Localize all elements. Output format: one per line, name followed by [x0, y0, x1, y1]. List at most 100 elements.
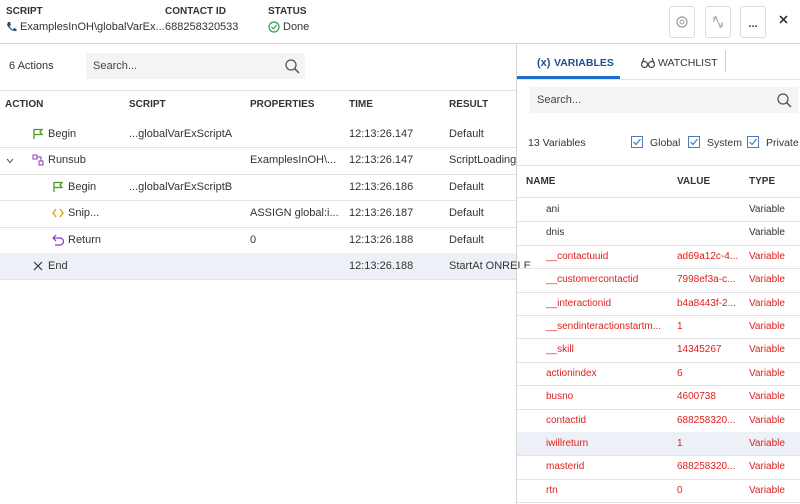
variable-type: Variable: [749, 250, 785, 262]
result: Default: [449, 128, 484, 140]
column-header: NAME: [526, 176, 556, 187]
more-button[interactable]: ...: [740, 6, 766, 38]
row-divider: [517, 361, 800, 363]
icon[interactable]: [631, 136, 643, 151]
row-divider: [517, 244, 800, 246]
placeholder: Search...: [537, 94, 582, 106]
placeholder: Search...: [93, 60, 138, 72]
variable-value: 4600738: [677, 391, 716, 403]
row-divider: [517, 315, 800, 316]
label: SCRIPT: [6, 6, 43, 17]
divider: [517, 197, 800, 198]
script: ...globalVarExScriptB: [129, 180, 233, 193]
variable-type: Variable: [749, 274, 785, 286]
column-header: VALUE: [677, 176, 711, 187]
variable-value: b4a8443f-2...: [677, 297, 736, 309]
time: 12:13:26.147: [349, 128, 414, 140]
column-header: SCRIPT: [129, 99, 166, 110]
variable-value: 688258320...: [677, 414, 736, 426]
divider: [0, 90, 516, 91]
variable-name: dnis: [546, 227, 565, 239]
row-divider: [517, 502, 800, 504]
variable-type: Variable: [749, 461, 785, 473]
divider: [517, 79, 800, 80]
close-button[interactable]: [777, 13, 791, 27]
label: STATUS: [268, 6, 307, 17]
row-divider: [517, 221, 800, 223]
row-divider: [517, 291, 800, 293]
variable-name: ani: [546, 204, 560, 215]
settings-button[interactable]: [669, 6, 695, 38]
icon: [6, 156, 14, 168]
variable-name: actionindex: [546, 367, 597, 379]
tab-icon[interactable]: (x): [537, 57, 551, 69]
search-box[interactable]: Search...: [86, 53, 305, 79]
variable-name: __skill: [546, 344, 574, 356]
script-value: ExamplesInOH\globalVarEx...: [20, 21, 165, 33]
column-header: RESULT: [449, 99, 489, 110]
variable-type: Variable: [749, 367, 785, 379]
column-header: PROPERTIES: [250, 99, 315, 110]
icon: [32, 128, 44, 143]
variable-name: __interactionid: [546, 297, 612, 309]
variable-value: 688258320...: [677, 461, 736, 473]
variable-name: __customercontactid: [546, 274, 639, 286]
properties: ASSIGN global:i...: [250, 207, 339, 220]
icon: [52, 207, 64, 222]
action-name: Begin: [48, 128, 77, 140]
icon: [32, 154, 44, 169]
result: ScriptLoading: [449, 154, 517, 167]
variable-name: __contactuuid: [546, 250, 609, 262]
column-header: TIME: [349, 99, 373, 110]
row-divider: [517, 385, 800, 387]
variable-name: busno: [546, 391, 574, 403]
variable-type: Variable: [749, 391, 785, 403]
disconnect-button[interactable]: [705, 6, 731, 38]
row-divider: [0, 279, 516, 281]
result: Default: [449, 180, 484, 193]
variable-name: contactid: [546, 414, 587, 426]
variable-type: Variable: [749, 227, 785, 239]
row-divider: [0, 147, 516, 149]
row-divider: [0, 200, 516, 202]
time: 12:13:26.188: [349, 233, 414, 246]
variable-name: masterid: [546, 461, 585, 473]
selected-row: [0, 253, 516, 280]
row-divider: [517, 408, 800, 410]
action-name: Begin: [68, 180, 97, 193]
action-name: End: [48, 260, 68, 272]
column-header: TYPE: [749, 176, 776, 187]
properties: 0: [250, 233, 257, 246]
done-icon: [268, 21, 280, 33]
column-header: ACTION: [5, 99, 44, 110]
icon[interactable]: [747, 136, 759, 151]
tab[interactable]: WATCHLIST: [658, 57, 718, 69]
variable-type: Variable: [749, 484, 785, 496]
row-divider: [0, 226, 516, 228]
result: StartAt ONRELE: [449, 260, 531, 272]
variables-count: 13 Variables: [528, 137, 586, 149]
tab-divider: [725, 50, 726, 72]
divider: [517, 165, 800, 166]
contact-value: 688258320533: [165, 21, 239, 33]
variable-type: Variable: [749, 204, 785, 215]
script: ...globalVarExScriptA: [129, 128, 233, 140]
row-divider: [517, 338, 800, 340]
tab[interactable]: VARIABLES: [554, 57, 614, 69]
icon[interactable]: [688, 136, 700, 151]
search-box[interactable]: [530, 87, 798, 113]
filter-label: System: [707, 137, 743, 149]
phone-icon: [7, 22, 17, 32]
divider: [0, 43, 800, 44]
variable-value: 0: [677, 484, 683, 496]
variable-name: iwillreturn: [546, 438, 589, 449]
variable-name: rtn: [546, 484, 558, 496]
actions-count: 6 Actions: [9, 60, 54, 72]
action-name: Runsub: [48, 154, 86, 167]
time: 12:13:26.186: [349, 180, 414, 193]
variable-value: 7998ef3a-c...: [677, 274, 736, 286]
filter-label: Private: [766, 137, 799, 149]
row-divider: [517, 268, 800, 270]
row-divider: [517, 478, 800, 480]
